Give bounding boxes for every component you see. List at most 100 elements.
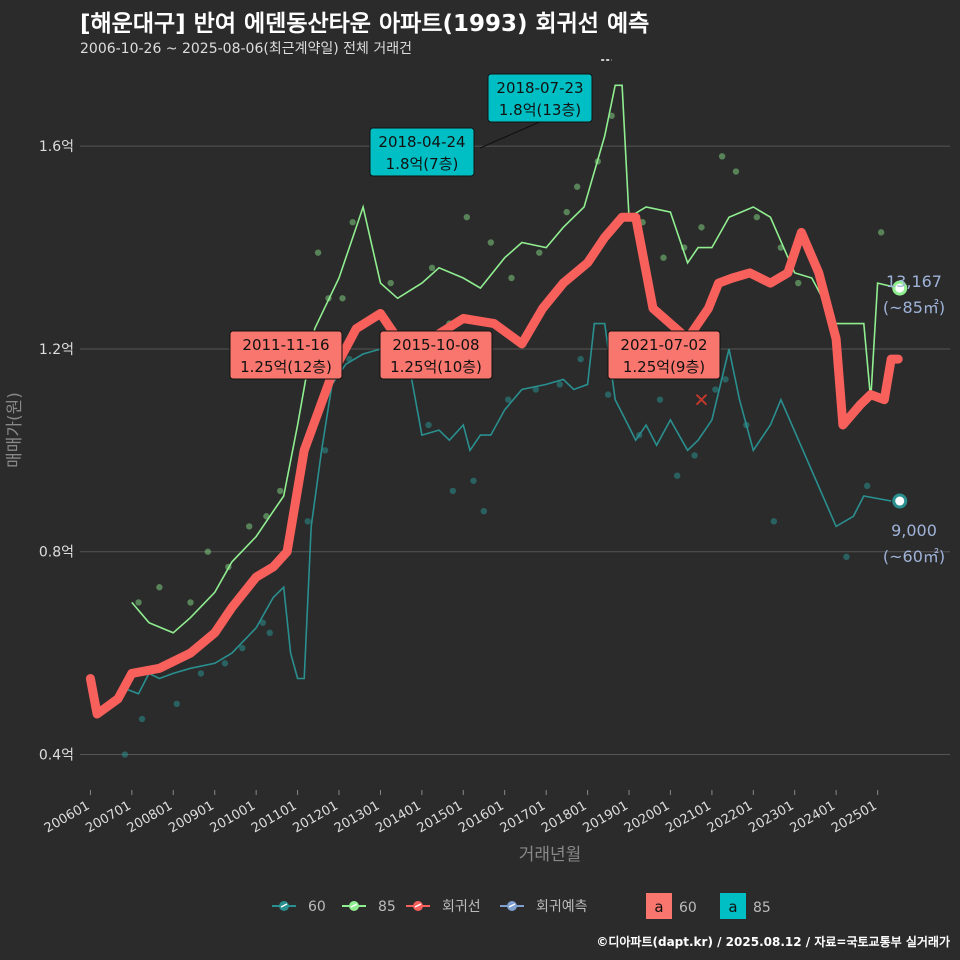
scatter-point-85	[660, 254, 667, 261]
x-tick-label: 201501	[415, 798, 465, 836]
legend-label-swatch	[720, 893, 746, 919]
scatter-point-85	[698, 224, 705, 231]
legend-label: 85	[378, 899, 396, 915]
scatter-point-60	[121, 751, 129, 758]
chart-caption: ©디아파트(dapt.kr) / 2025.08.12 / 자료=국토교통부 실…	[596, 935, 950, 949]
cross-marker	[695, 393, 708, 406]
scatter-point-60	[843, 553, 850, 561]
legend-key-tick	[280, 903, 288, 908]
annotation-date: 2021-07-02	[620, 336, 707, 354]
x-tick-label: 200901	[166, 798, 216, 836]
scatter-point-60	[656, 396, 664, 403]
legend-label: 60	[679, 900, 697, 916]
x-tick-label: 200701	[83, 798, 133, 836]
scatter-point-85	[314, 249, 322, 256]
legend-label: 85	[753, 900, 771, 916]
x-tick-label: 201601	[456, 798, 506, 836]
end-label-price: 13,167	[886, 272, 942, 291]
x-tick-label: 201101	[249, 798, 299, 836]
end-point-85	[892, 280, 908, 296]
annotation-date: 2018-04-24	[378, 133, 465, 151]
scatter-point-60	[470, 477, 477, 484]
end-point-60	[892, 493, 908, 509]
scatter-point-60	[321, 447, 329, 454]
scatter-point-60	[691, 452, 698, 459]
annotation-label: 2021-07-02 1.25억(9층)	[607, 330, 721, 380]
scatter-point-85	[387, 279, 394, 287]
scatter-point-85	[487, 239, 495, 246]
annotation-box	[229, 330, 343, 380]
legend-label: 60	[308, 899, 326, 915]
scatter-point-85	[718, 153, 726, 160]
y-tick-label: 1.2억	[39, 342, 74, 358]
scatter-point-60	[722, 376, 729, 383]
y-tick-label: 1.6억	[39, 139, 74, 155]
scatter-point-85	[608, 112, 615, 119]
x-tick-label: 202101	[663, 798, 713, 836]
scatter-point-60	[577, 355, 584, 363]
scatter-point-60	[770, 518, 778, 525]
scatter-point-60	[504, 396, 512, 403]
scatter-point-85	[463, 213, 470, 221]
x-tick-label: 201801	[539, 798, 589, 836]
scatter-point-60	[259, 619, 267, 626]
chart-title: [해운대구] 반여 에덴동산타운 아파트(1993) 회귀선 예측	[80, 11, 650, 37]
scatter-point-60	[480, 507, 488, 515]
scatter-point-85	[508, 274, 515, 282]
legend: 60 85 회귀선 회귀예측 a 60 a 85	[272, 893, 771, 919]
scatter-point-60	[173, 700, 180, 708]
end-label-area: (~60㎡)	[883, 547, 945, 566]
x-tick-label: 201201	[290, 798, 340, 836]
scatter-point-60	[712, 386, 719, 393]
scatter-point-85	[573, 183, 581, 190]
scatter-point-60	[197, 670, 205, 677]
x-tick-label: 201401	[373, 798, 423, 836]
scatter-point-60	[266, 629, 273, 637]
scatter-point-85	[795, 279, 802, 287]
scatter-point-85	[246, 523, 253, 530]
chart-subtitle: 2006-10-26 ~ 2025-08-06(최근계약일) 전체 거래건	[80, 41, 412, 57]
legend-label-glyph: a	[654, 898, 663, 916]
scatter-point-85	[277, 487, 284, 495]
annotation-value: 1.25억(12층)	[240, 358, 332, 376]
scatter-point-60	[532, 386, 539, 393]
scatter-point-85	[187, 599, 194, 606]
y-axis-title: 매매가(원)	[5, 392, 25, 468]
legend-key-tick	[350, 903, 358, 908]
scatter-point-60	[239, 644, 246, 652]
scatter-point-85	[877, 229, 885, 236]
annotation-date: 2011-11-16	[242, 336, 329, 354]
scatter-point-85	[135, 599, 142, 606]
scatter-point-85	[156, 584, 163, 591]
scatter-point-60	[425, 421, 432, 429]
annotation-label: 2011-11-16 1.25억(12층)	[229, 330, 343, 380]
scatter-point-60	[304, 518, 311, 525]
x-tick-label: 202401	[788, 798, 838, 836]
scatter-point-85	[563, 208, 570, 216]
x-tick-label: 201701	[498, 798, 548, 836]
legend-key-tick	[508, 903, 516, 908]
legend-label: 회귀선	[442, 899, 481, 915]
scatter-point-60	[556, 381, 564, 388]
annotation-box	[487, 73, 593, 123]
annotation-date: 2018-07-23	[496, 79, 583, 97]
annotation-box	[379, 330, 493, 380]
x-tick-label: 201901	[581, 798, 631, 836]
annotation-value: 1.8억(13층)	[499, 101, 581, 119]
scatter-point-60	[604, 391, 612, 398]
annotation-date: 2015-10-08	[392, 336, 479, 354]
annotation-label: 2018-07-23 1.8억(13층)	[487, 73, 593, 123]
x-tick-label: 202201	[705, 798, 755, 836]
end-label-price: 9,000	[891, 521, 937, 540]
x-tick-label: 200601	[42, 798, 92, 836]
y-tick-label: 0.4억	[39, 748, 74, 764]
scatter-point-60	[138, 715, 146, 723]
scatter-point-85	[428, 264, 436, 272]
legend-label: 회귀예측	[536, 899, 588, 915]
legend-label-glyph: a	[728, 898, 737, 916]
x-tick-label: 200801	[125, 798, 175, 836]
scatter-point-60	[221, 660, 229, 667]
scatter-point-60	[863, 482, 871, 490]
